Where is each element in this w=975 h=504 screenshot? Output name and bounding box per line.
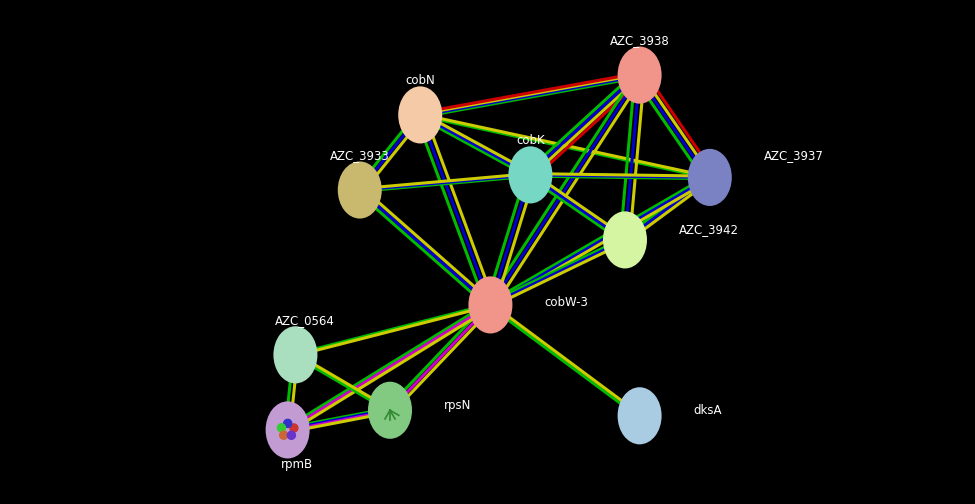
Ellipse shape — [266, 402, 309, 458]
Text: AZC_3933: AZC_3933 — [330, 149, 390, 162]
Ellipse shape — [284, 419, 292, 427]
Ellipse shape — [274, 327, 317, 383]
Ellipse shape — [604, 212, 646, 268]
Ellipse shape — [288, 431, 295, 439]
Ellipse shape — [399, 87, 442, 143]
Text: AZC_3937: AZC_3937 — [763, 149, 823, 162]
Ellipse shape — [278, 424, 286, 432]
Ellipse shape — [469, 277, 512, 333]
Text: cobK: cobK — [516, 134, 545, 147]
Text: AZC_3942: AZC_3942 — [679, 223, 739, 236]
Ellipse shape — [280, 431, 288, 439]
Ellipse shape — [338, 162, 381, 218]
Text: AZC_0564: AZC_0564 — [275, 314, 335, 327]
Ellipse shape — [618, 47, 661, 103]
Ellipse shape — [509, 147, 552, 203]
Text: rpmB: rpmB — [282, 458, 313, 471]
Ellipse shape — [688, 150, 731, 205]
Ellipse shape — [618, 388, 661, 444]
Ellipse shape — [369, 383, 411, 438]
Text: dksA: dksA — [693, 404, 722, 417]
Ellipse shape — [290, 424, 298, 432]
Text: cobN: cobN — [406, 74, 435, 87]
Text: rpsN: rpsN — [444, 399, 471, 412]
Text: AZC_3938: AZC_3938 — [609, 34, 670, 47]
Text: cobW-3: cobW-3 — [544, 296, 588, 309]
